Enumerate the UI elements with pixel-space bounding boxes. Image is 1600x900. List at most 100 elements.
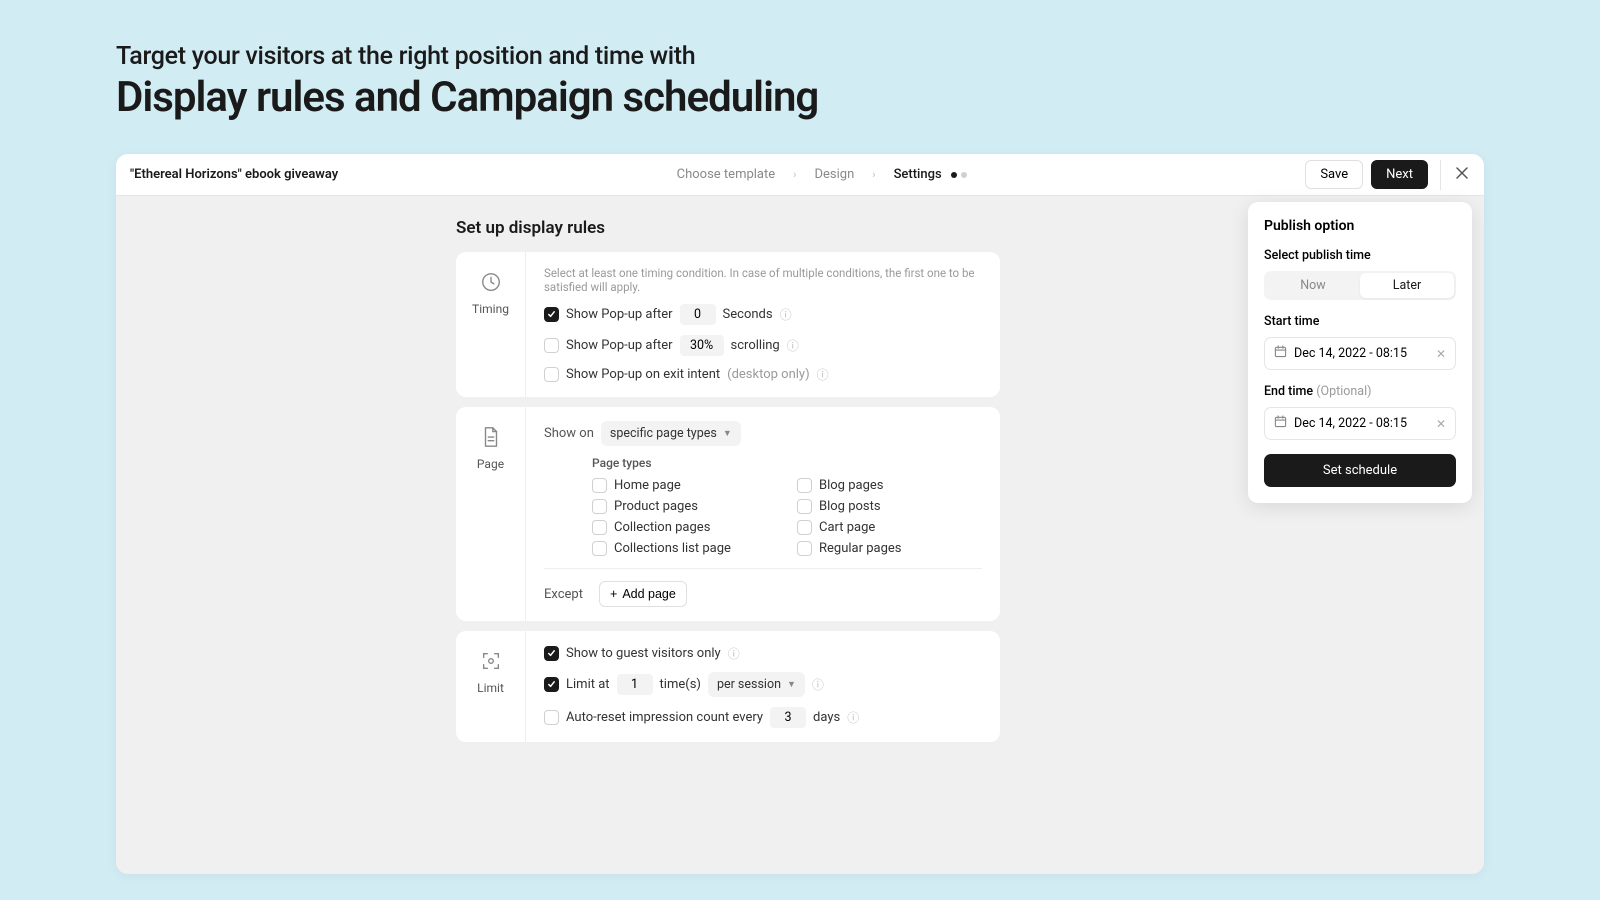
end-time-value: Dec 14, 2022 - 08:15 xyxy=(1294,416,1407,431)
timing-exit-checkbox[interactable] xyxy=(544,367,559,382)
step-design[interactable]: Design xyxy=(814,167,854,182)
timing-scroll-label-pre: Show Pop-up after xyxy=(566,338,673,353)
except-label: Except xyxy=(544,587,592,602)
page-collection-label: Collection pages xyxy=(614,520,710,535)
topbar: "Ethereal Horizons" ebook giveaway Choos… xyxy=(116,154,1484,196)
timing-scroll-input[interactable] xyxy=(680,335,724,356)
page-home-checkbox[interactable] xyxy=(592,478,607,493)
select-publish-time-label: Select publish time xyxy=(1264,248,1456,263)
clock-icon xyxy=(477,268,505,296)
page-regular-label: Regular pages xyxy=(819,541,902,556)
info-icon[interactable]: ⓘ xyxy=(812,676,824,693)
timing-scroll-checkbox[interactable] xyxy=(544,338,559,353)
limit-guest-label: Show to guest visitors only xyxy=(566,646,721,661)
page-blog-pages-checkbox[interactable] xyxy=(797,478,812,493)
publish-popover: Publish option Select publish time Now L… xyxy=(1248,202,1472,503)
page-types-header: Page types xyxy=(592,456,982,470)
limit-times-label: time(s) xyxy=(660,677,701,692)
limit-at-label: Limit at xyxy=(566,677,610,692)
limit-at-checkbox[interactable] xyxy=(544,677,559,692)
info-icon[interactable]: ⓘ xyxy=(847,709,859,726)
page-product-checkbox[interactable] xyxy=(592,499,607,514)
info-icon[interactable]: ⓘ xyxy=(728,645,740,662)
show-on-select-value: specific page types xyxy=(610,426,717,441)
next-button[interactable]: Next xyxy=(1371,160,1428,189)
page-card: Page Show on specific page types ▼ Page … xyxy=(456,407,1000,621)
page-icon xyxy=(477,423,505,451)
limit-period-select[interactable]: per session ▼ xyxy=(708,672,805,697)
start-time-label: Start time xyxy=(1264,314,1456,329)
save-button[interactable]: Save xyxy=(1305,160,1363,189)
end-time-field[interactable]: Dec 14, 2022 - 08:15 ✕ xyxy=(1264,407,1456,440)
page-home-label: Home page xyxy=(614,478,681,493)
timing-scroll-label-post: scrolling xyxy=(731,338,780,353)
timing-aside-label: Timing xyxy=(472,302,509,316)
campaign-title: "Ethereal Horizons" ebook giveaway xyxy=(130,167,338,182)
publish-time-segment: Now Later xyxy=(1264,271,1456,300)
chevron-right-icon: › xyxy=(793,168,796,181)
info-icon[interactable]: ⓘ xyxy=(780,306,792,323)
calendar-icon xyxy=(1274,415,1287,432)
chevron-down-icon: ▼ xyxy=(787,679,796,690)
page-collection-checkbox[interactable] xyxy=(592,520,607,535)
limit-value-input[interactable] xyxy=(617,674,653,695)
page-blog-posts-checkbox[interactable] xyxy=(797,499,812,514)
page-aside-label: Page xyxy=(477,457,504,471)
clear-end-time[interactable]: ✕ xyxy=(1436,417,1446,431)
segment-later[interactable]: Later xyxy=(1360,273,1454,298)
limit-card: Limit Show to guest visitors only ⓘ Limi… xyxy=(456,631,1000,742)
focus-icon xyxy=(477,647,505,675)
add-page-label: Add page xyxy=(622,587,676,601)
publish-title: Publish option xyxy=(1264,218,1456,234)
step-dot-icon xyxy=(951,172,957,178)
close-button[interactable] xyxy=(1440,160,1470,190)
timing-after-input[interactable] xyxy=(680,304,716,325)
timing-card: Timing Select at least one timing condit… xyxy=(456,252,1000,397)
auto-reset-label-post: days xyxy=(813,710,840,725)
page-product-label: Product pages xyxy=(614,499,698,514)
chevron-right-icon: › xyxy=(872,168,875,181)
hero-subtitle: Target your visitors at the right positi… xyxy=(116,42,1484,71)
timing-after-label-pre: Show Pop-up after xyxy=(566,307,673,322)
plus-icon: + xyxy=(610,587,617,601)
step-dot-icon xyxy=(961,172,967,178)
timing-hint: Select at least one timing condition. In… xyxy=(544,266,982,294)
show-on-label: Show on xyxy=(544,426,594,441)
timing-after-checkbox[interactable] xyxy=(544,307,559,322)
limit-period-value: per session xyxy=(717,677,781,692)
close-icon xyxy=(1456,167,1468,179)
page-blog-pages-label: Blog pages xyxy=(819,478,883,493)
info-icon[interactable]: ⓘ xyxy=(787,337,799,354)
chevron-down-icon: ▼ xyxy=(723,428,732,439)
timing-after-label-post: Seconds xyxy=(723,307,773,322)
limit-aside-label: Limit xyxy=(477,681,504,695)
page-collections-list-label: Collections list page xyxy=(614,541,731,556)
step-settings[interactable]: Settings xyxy=(894,167,967,182)
page-cart-checkbox[interactable] xyxy=(797,520,812,535)
show-on-select[interactable]: specific page types ▼ xyxy=(601,421,741,446)
clear-start-time[interactable]: ✕ xyxy=(1436,347,1446,361)
auto-reset-label-pre: Auto-reset impression count every xyxy=(566,710,763,725)
page-blog-posts-label: Blog posts xyxy=(819,499,881,514)
page-regular-checkbox[interactable] xyxy=(797,541,812,556)
calendar-icon xyxy=(1274,345,1287,362)
step-settings-label: Settings xyxy=(894,167,942,182)
page-collections-list-checkbox[interactable] xyxy=(592,541,607,556)
auto-reset-checkbox[interactable] xyxy=(544,710,559,725)
step-nav: Choose template › Design › Settings xyxy=(338,167,1305,182)
start-time-field[interactable]: Dec 14, 2022 - 08:15 ✕ xyxy=(1264,337,1456,370)
auto-reset-input[interactable] xyxy=(770,707,806,728)
step-choose-template[interactable]: Choose template xyxy=(677,167,776,182)
start-time-value: Dec 14, 2022 - 08:15 xyxy=(1294,346,1407,361)
set-schedule-button[interactable]: Set schedule xyxy=(1264,454,1456,487)
app-window: "Ethereal Horizons" ebook giveaway Choos… xyxy=(116,154,1484,874)
end-time-label: End time (Optional) xyxy=(1264,384,1456,399)
timing-exit-note: (desktop only) xyxy=(727,367,809,382)
segment-now[interactable]: Now xyxy=(1266,273,1360,298)
timing-exit-label: Show Pop-up on exit intent xyxy=(566,367,720,382)
limit-guest-checkbox[interactable] xyxy=(544,646,559,661)
hero-title: Display rules and Campaign scheduling xyxy=(116,73,1484,122)
add-page-button[interactable]: + Add page xyxy=(599,581,687,607)
info-icon[interactable]: ⓘ xyxy=(817,366,829,383)
page-cart-label: Cart page xyxy=(819,520,875,535)
